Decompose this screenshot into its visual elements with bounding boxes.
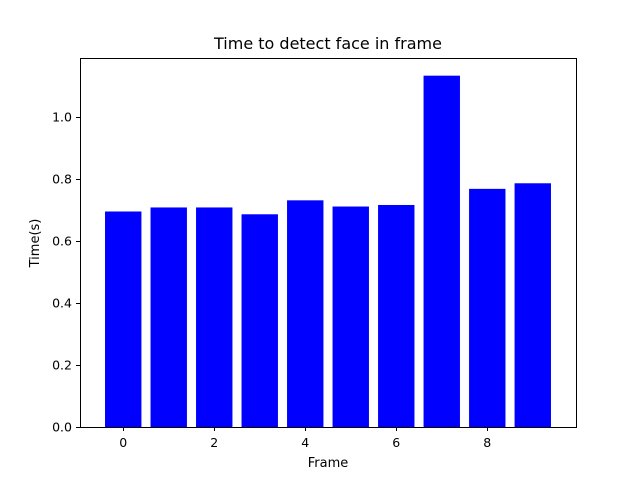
- bar-frame-6: [378, 204, 415, 427]
- y-tick-label: 0.0: [52, 420, 72, 435]
- bar-frame-7: [423, 75, 460, 427]
- x-axis-label: Frame: [308, 456, 349, 471]
- plot-frame: [80, 58, 577, 428]
- bars-group: [105, 75, 551, 427]
- bar-frame-2: [196, 207, 233, 427]
- x-axis-ticks: 0 2 4 6 8: [119, 427, 491, 450]
- bar-frame-3: [241, 214, 278, 427]
- y-axis-ticks: 0.0 0.2 0.4 0.6 0.8 1.0: [52, 109, 80, 435]
- y-tick-label: 0.8: [52, 171, 72, 186]
- bar-frame-9: [514, 183, 551, 427]
- x-tick-label: 2: [210, 435, 218, 450]
- bar-frame-8: [469, 188, 506, 427]
- y-tick-label: 0.6: [52, 233, 72, 248]
- bar-frame-5: [332, 206, 369, 427]
- x-tick-label: 8: [483, 435, 491, 450]
- bar-frame-1: [150, 207, 187, 427]
- bar-frame-0: [105, 211, 142, 427]
- y-tick-label: 1.0: [52, 109, 72, 124]
- chart-title: Time to detect face in frame: [213, 34, 442, 53]
- x-tick-label: 4: [301, 435, 309, 450]
- x-tick-label: 6: [392, 435, 400, 450]
- y-axis-label: Time(s): [28, 219, 43, 269]
- y-tick-label: 0.4: [52, 295, 72, 310]
- x-tick-label: 0: [119, 435, 127, 450]
- y-tick-label: 0.2: [52, 357, 72, 372]
- bar-frame-4: [287, 200, 324, 427]
